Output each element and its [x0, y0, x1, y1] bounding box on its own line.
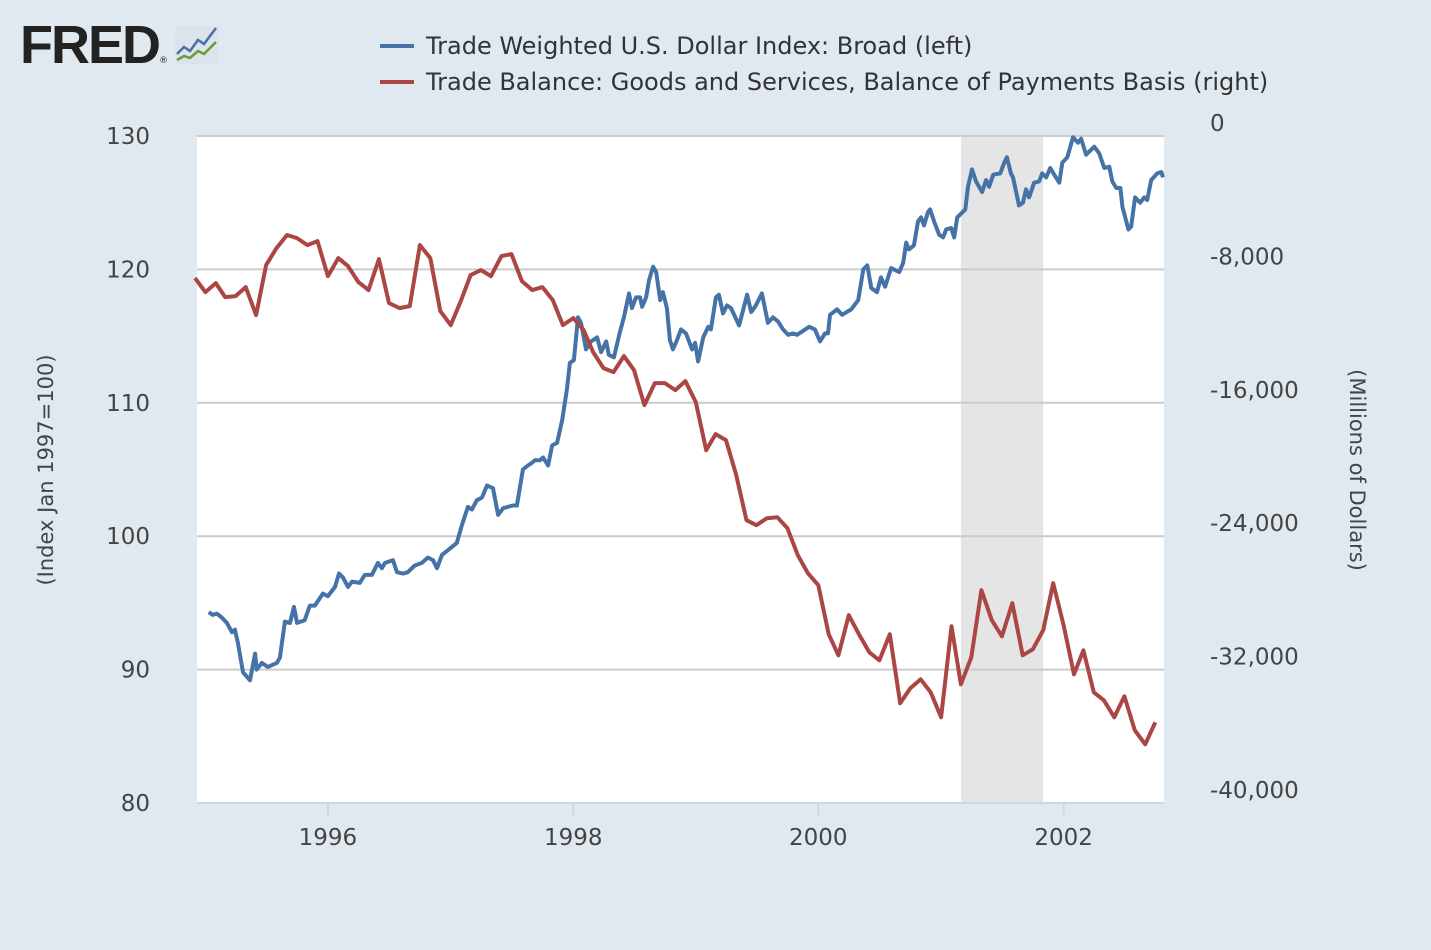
legend-swatch-blue: [380, 44, 414, 48]
y-left-axis-title: (Index Jan 1997=100): [34, 354, 58, 585]
legend-swatch-red: [380, 80, 414, 84]
y-right-tick-label: -40,000: [1210, 778, 1299, 804]
recession-shading-group: [960, 136, 1044, 803]
gridlines: [197, 135, 1164, 815]
series-group: [193, 135, 1165, 747]
logo-text: FRED: [20, 15, 161, 75]
y-left-tick-label: 120: [106, 257, 150, 283]
fred-logo[interactable]: FRED ®: [20, 18, 220, 72]
y-right-axis-title: (Millions of Dollars): [1345, 369, 1369, 571]
y-left-tick-label: 110: [106, 391, 150, 417]
legend-label: Trade Balance: Goods and Services, Balan…: [426, 68, 1269, 96]
y-right-tick-label: -16,000: [1210, 378, 1299, 404]
y-left-tick-label: 80: [121, 791, 150, 817]
legend-item-trade-balance[interactable]: Trade Balance: Goods and Services, Balan…: [380, 64, 1268, 100]
y-right-tick-label: 0: [1210, 111, 1225, 137]
recession-band: [960, 136, 1044, 803]
legend: Trade Weighted U.S. Dollar Index: Broad …: [380, 28, 1268, 100]
y-right-tick-label: -8,000: [1210, 244, 1284, 270]
tick-labels: 80 90 100 110 120 130 -40,000 -32,000 -24,000 -16…: [106, 111, 1299, 851]
x-tick-label: 1998: [544, 825, 603, 851]
y-left-tick-label: 100: [106, 524, 150, 550]
x-tick-label: 2000: [789, 825, 848, 851]
chart-logo-icon: [175, 26, 219, 64]
legend-item-dollar-index[interactable]: Trade Weighted U.S. Dollar Index: Broad …: [380, 28, 1268, 64]
y-right-tick-label: -24,000: [1210, 511, 1299, 537]
y-left-tick-label: 130: [106, 124, 150, 150]
x-tick-label: 2002: [1034, 825, 1093, 851]
legend-label: Trade Weighted U.S. Dollar Index: Broad …: [426, 32, 973, 60]
x-tick-label: 1996: [299, 825, 358, 851]
registered-mark: ®: [159, 56, 168, 66]
y-left-tick-label: 90: [121, 658, 150, 684]
y-right-tick-label: -32,000: [1210, 645, 1299, 671]
